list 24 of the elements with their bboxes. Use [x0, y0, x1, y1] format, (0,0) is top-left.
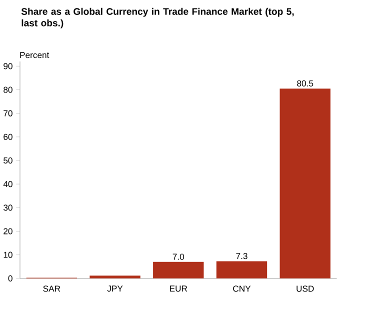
y-tick-label: 80: [4, 86, 12, 93]
y-tick-label: 0: [8, 275, 12, 282]
x-tick-label: EUR: [170, 285, 188, 292]
data-label: 7.3: [236, 252, 248, 259]
y-tick-label: 50: [4, 157, 12, 164]
chart-title: Share as a Global Currency in Trade Finance Market (top 5, last obs.): [21, 8, 294, 28]
bar: [153, 262, 204, 278]
y-axis-title: Percent: [20, 52, 50, 58]
y-tick-label: 20: [4, 228, 12, 234]
data-label: 7.0: [172, 254, 184, 260]
y-tick-label: 60: [4, 134, 12, 140]
y-tick-label: 10: [4, 252, 12, 258]
y-tick-label: 90: [4, 62, 12, 70]
bar: [280, 88, 330, 278]
x-tick-label: SAR: [43, 285, 60, 292]
bar: [90, 275, 140, 278]
y-tick-label: 40: [3, 180, 12, 187]
data-label: 80.5: [297, 80, 314, 86]
x-tick-label: JPY: [107, 285, 123, 292]
x-tick-label: USD: [296, 285, 314, 292]
y-tick-label: 70: [4, 110, 12, 116]
x-tick-label: CNY: [233, 285, 251, 292]
bar: [216, 261, 268, 278]
y-tick-label: 30: [4, 204, 12, 211]
